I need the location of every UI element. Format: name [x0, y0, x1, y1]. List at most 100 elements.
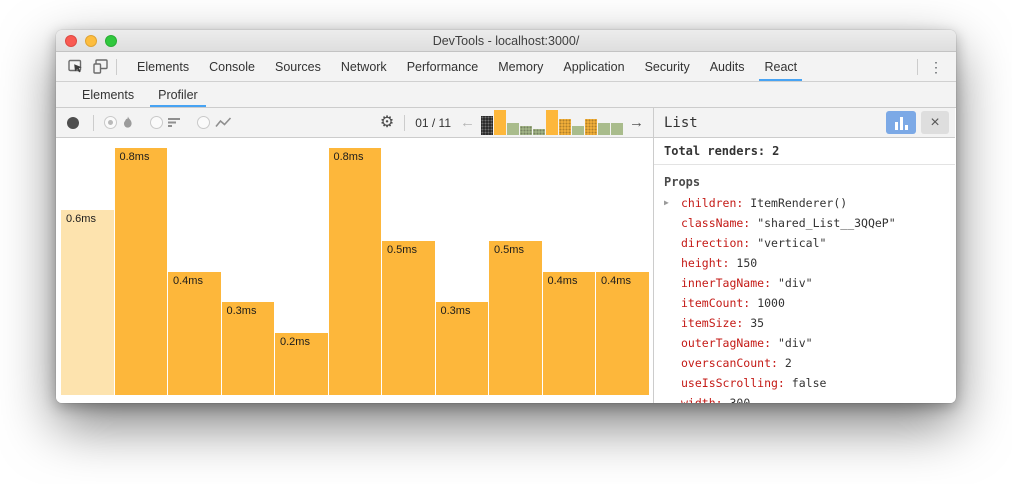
prop-key: height:	[681, 256, 730, 270]
prop-key: overscanCount:	[681, 356, 778, 370]
prop-value: 300	[729, 396, 751, 403]
interactions-radio[interactable]	[197, 116, 210, 129]
devtools-tab-application[interactable]: Application	[563, 59, 625, 74]
commit-bar-3[interactable]: 0.4ms	[168, 271, 221, 395]
render-chart-button[interactable]	[886, 111, 916, 134]
minimap-bar-7[interactable]	[559, 119, 571, 135]
prop-value: false	[791, 376, 827, 390]
devtools-tab-elements[interactable]: Elements	[137, 59, 190, 74]
snapshot-position-label: 01 / 11	[415, 115, 451, 130]
bar-duration-label: 0.2ms	[280, 336, 310, 349]
react-profiler-content: ⚙ 01 / 11 ← → 0.6ms 0.8ms 0.4ms 0.3ms 0.2ms 0…	[56, 108, 956, 403]
minimap-bar-3[interactable]	[507, 122, 519, 135]
prop-row-height: height: 150	[654, 253, 955, 273]
bar-duration-label: 0.3ms	[226, 305, 257, 318]
total-renders-row: Total renders: 2	[654, 138, 955, 165]
prop-value: "shared_List__3QQeP"	[757, 216, 896, 230]
minimap-bar-6[interactable]	[546, 110, 558, 135]
react-tab-elements[interactable]: Elements	[82, 87, 135, 102]
previous-snapshot-button[interactable]: ←	[460, 114, 475, 131]
commit-bar-10[interactable]: 0.4ms	[542, 271, 595, 395]
react-panel-tab-bar: Elements Profiler	[56, 82, 956, 108]
prop-row-useIsScrolling: useIsScrolling: false	[654, 373, 955, 393]
devtools-tab-bar: Elements Console Sources Network Performance…	[56, 52, 956, 82]
react-tab-profiler[interactable]: Profiler	[146, 82, 210, 107]
prop-key: useIsScrolling:	[681, 376, 785, 390]
devtools-tab-sources[interactable]: Sources	[274, 59, 321, 74]
commit-bar-2[interactable]: 0.8ms	[114, 148, 167, 395]
bar-chart-icon	[899, 117, 903, 130]
prop-value: 2	[784, 356, 792, 370]
device-toolbar-icon	[92, 59, 108, 74]
commit-bar-5[interactable]: 0.2ms	[275, 333, 328, 395]
commit-bar-chart: 0.6ms 0.8ms 0.4ms 0.3ms 0.2ms 0.8ms 0.5ms 0.3ms…	[56, 138, 653, 403]
prop-row-direction: direction: "vertical"	[654, 233, 955, 253]
devtools-tab-performance[interactable]: Performance	[406, 59, 479, 74]
minimap-bar-8[interactable]	[572, 125, 584, 135]
prop-key: width:	[681, 396, 723, 403]
inspect-element-button[interactable]	[64, 55, 88, 79]
flamegraph-radio[interactable]	[104, 116, 117, 129]
bar-duration-label: 0.5ms	[494, 243, 524, 256]
devtools-tab-security[interactable]: Security	[644, 59, 690, 74]
commit-bar-4[interactable]: 0.3ms	[221, 302, 274, 395]
profiler-settings-button[interactable]: ⚙	[379, 113, 395, 131]
commit-bar-8[interactable]: 0.3ms	[435, 302, 488, 395]
devtools-tab-react[interactable]: React	[754, 52, 807, 81]
more-options-button[interactable]: ⋮	[929, 58, 943, 75]
prop-row-children: ▶ children: ItemRenderer()	[654, 193, 955, 213]
minimap-bar-4[interactable]	[520, 125, 532, 135]
selected-component-name: List	[664, 114, 698, 131]
commit-bar-1[interactable]: 0.6ms	[61, 209, 114, 395]
ranked-chart-icon	[168, 118, 180, 127]
minimap-bar-10[interactable]	[598, 122, 610, 135]
snapshot-minimap	[481, 110, 623, 135]
toggle-device-toolbar-button[interactable]	[88, 55, 112, 79]
toolbar-divider	[93, 114, 94, 131]
window-title: DevTools - localhost:3000/	[432, 33, 580, 48]
devtools-tab-console[interactable]: Console	[209, 59, 255, 74]
props-list: ▶ children: ItemRenderer() className: "sha…	[654, 193, 955, 403]
ranked-radio[interactable]	[150, 116, 163, 129]
expand-triangle-icon[interactable]: ▶	[664, 198, 669, 207]
devtools-tab-memory[interactable]: Memory	[498, 59, 544, 74]
window-titlebar[interactable]: DevTools - localhost:3000/	[56, 30, 956, 52]
next-snapshot-button[interactable]: →	[629, 114, 644, 131]
interactions-line-icon	[215, 117, 232, 128]
prop-row-className: className: "shared_List__3QQeP"	[654, 213, 955, 233]
close-window-button[interactable]	[65, 35, 77, 47]
flamegraph-mode-option[interactable]	[104, 116, 134, 129]
props-section: Props ▶ children: ItemRenderer() className…	[654, 165, 955, 403]
bar-duration-label: 0.3ms	[440, 305, 471, 318]
close-details-button[interactable]: ×	[921, 111, 949, 134]
devtools-tab-network[interactable]: Network	[340, 59, 387, 74]
bar-duration-label: 0.5ms	[387, 243, 417, 256]
bar-duration-label: 0.4ms	[547, 274, 578, 287]
prop-value: 1000	[757, 296, 785, 310]
prop-value: "vertical"	[757, 236, 827, 250]
ranked-mode-option[interactable]	[150, 116, 181, 129]
commit-bar-7[interactable]: 0.5ms	[382, 240, 435, 395]
commit-bar-9[interactable]: 0.5ms	[489, 240, 542, 395]
minimap-bar-9[interactable]	[585, 119, 597, 135]
minimap-bar-11[interactable]	[611, 122, 623, 135]
commit-bar-6[interactable]: 0.8ms	[328, 148, 381, 395]
fullscreen-window-button[interactable]	[105, 35, 117, 47]
prop-row-itemSize: itemSize: 35	[654, 313, 955, 333]
prop-key: outerTagName:	[681, 336, 772, 350]
devtools-tab-audits[interactable]: Audits	[709, 59, 745, 74]
interactions-mode-option[interactable]	[197, 116, 232, 129]
commit-bar-11[interactable]: 0.4ms	[596, 271, 649, 395]
devtools-tabs: Elements Console Sources Network Performance…	[127, 52, 807, 81]
bar-duration-label: 0.4ms	[173, 274, 203, 287]
details-panel-header: List ×	[654, 108, 955, 138]
minimap-bar-1[interactable]	[481, 116, 493, 135]
minimap-bar-5[interactable]	[533, 128, 545, 135]
minimap-bar-2[interactable]	[494, 110, 506, 135]
bar-duration-label: 0.6ms	[66, 212, 96, 225]
toolbar-divider	[116, 58, 117, 75]
minimize-window-button[interactable]	[85, 35, 97, 47]
record-button[interactable]	[67, 116, 79, 129]
snapshot-navigation: ⚙ 01 / 11 ← →	[380, 110, 647, 135]
